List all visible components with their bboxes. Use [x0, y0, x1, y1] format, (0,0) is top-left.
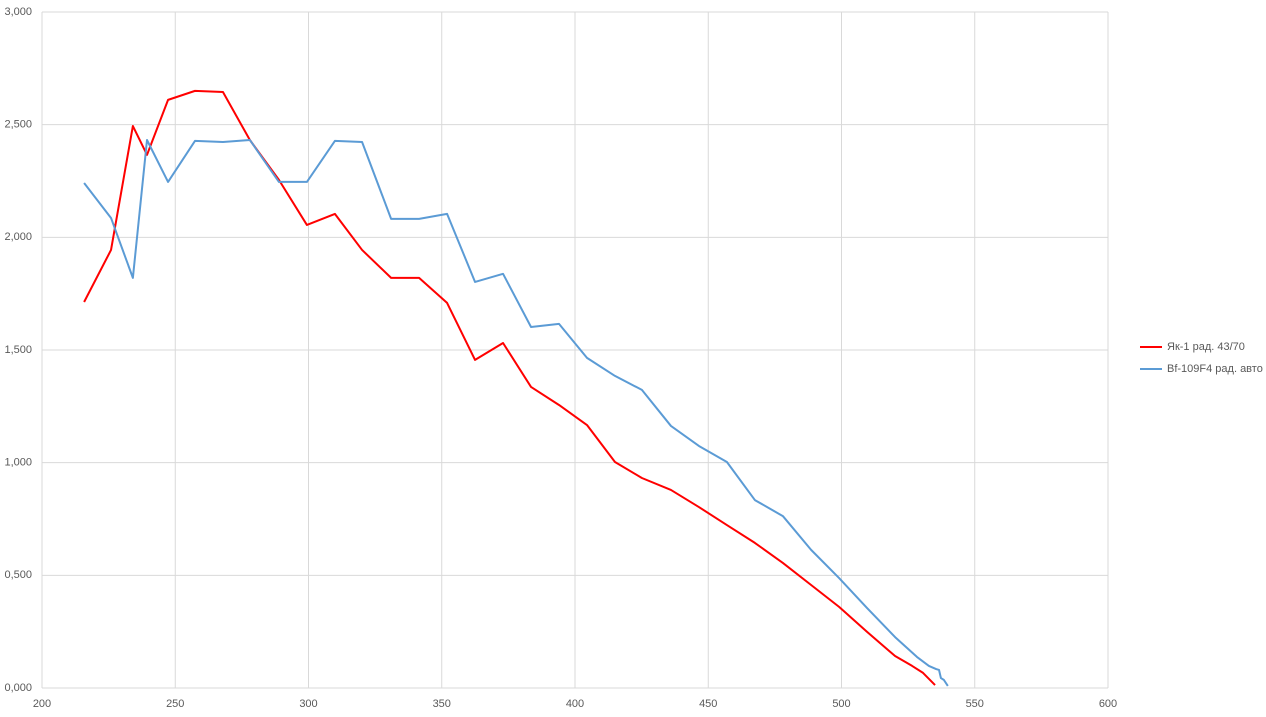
x-tick-label: 400 — [566, 698, 584, 710]
y-tick-label: 0,000 — [4, 682, 32, 694]
series-line — [83, 89, 936, 686]
y-tick-label: 1,500 — [4, 344, 32, 356]
x-tick-label: 500 — [832, 698, 850, 710]
series-line — [83, 138, 949, 687]
x-tick-label: 450 — [699, 698, 717, 710]
x-tick-label: 550 — [966, 698, 984, 710]
legend-label: Bf-109F4 рад. авто — [1167, 363, 1263, 375]
x-tick-label: 200 — [33, 698, 51, 710]
y-tick-label: 1,000 — [4, 457, 32, 469]
y-tick-label: 2,000 — [4, 231, 32, 243]
legend-label: Як-1 рад. 43/70 — [1167, 341, 1245, 353]
x-tick-label: 600 — [1099, 698, 1117, 710]
x-tick-label: 350 — [433, 698, 451, 710]
y-tick-label: 0,500 — [4, 569, 32, 581]
x-tick-label: 250 — [166, 698, 184, 710]
y-tick-label: 2,500 — [4, 119, 32, 131]
x-tick-label: 300 — [299, 698, 317, 710]
y-tick-label: 3,000 — [4, 6, 32, 18]
